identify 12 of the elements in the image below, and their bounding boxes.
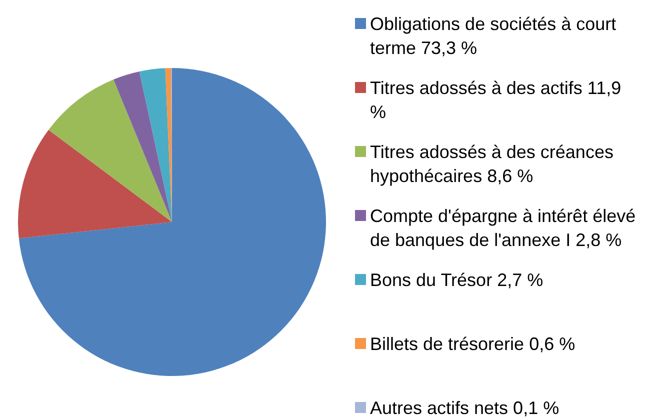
legend-label: Compte d'épargne à intérêt élevé de banques de l'annexe I 2,8 %	[370, 206, 636, 250]
legend-label: Titres adossés à des actifs 11,9 %	[370, 78, 622, 122]
pie-slice	[18, 130, 172, 238]
pie-slice	[48, 80, 172, 222]
legend-label: Bons du Trésor 2,7 %	[370, 270, 544, 290]
legend-label: Autres actifs nets 0,1 %	[370, 398, 560, 417]
pie-slice	[139, 68, 172, 222]
legend-label: Billets de trésorerie 0,6 %	[370, 334, 576, 354]
pie-slice	[114, 72, 172, 222]
legend-label: Obligations de sociétés à court terme 73,3 %	[370, 14, 616, 58]
pie-slice	[18, 68, 326, 376]
legend-label: Titres adossés à des créances hypothécaires 8,6 %	[370, 142, 614, 186]
